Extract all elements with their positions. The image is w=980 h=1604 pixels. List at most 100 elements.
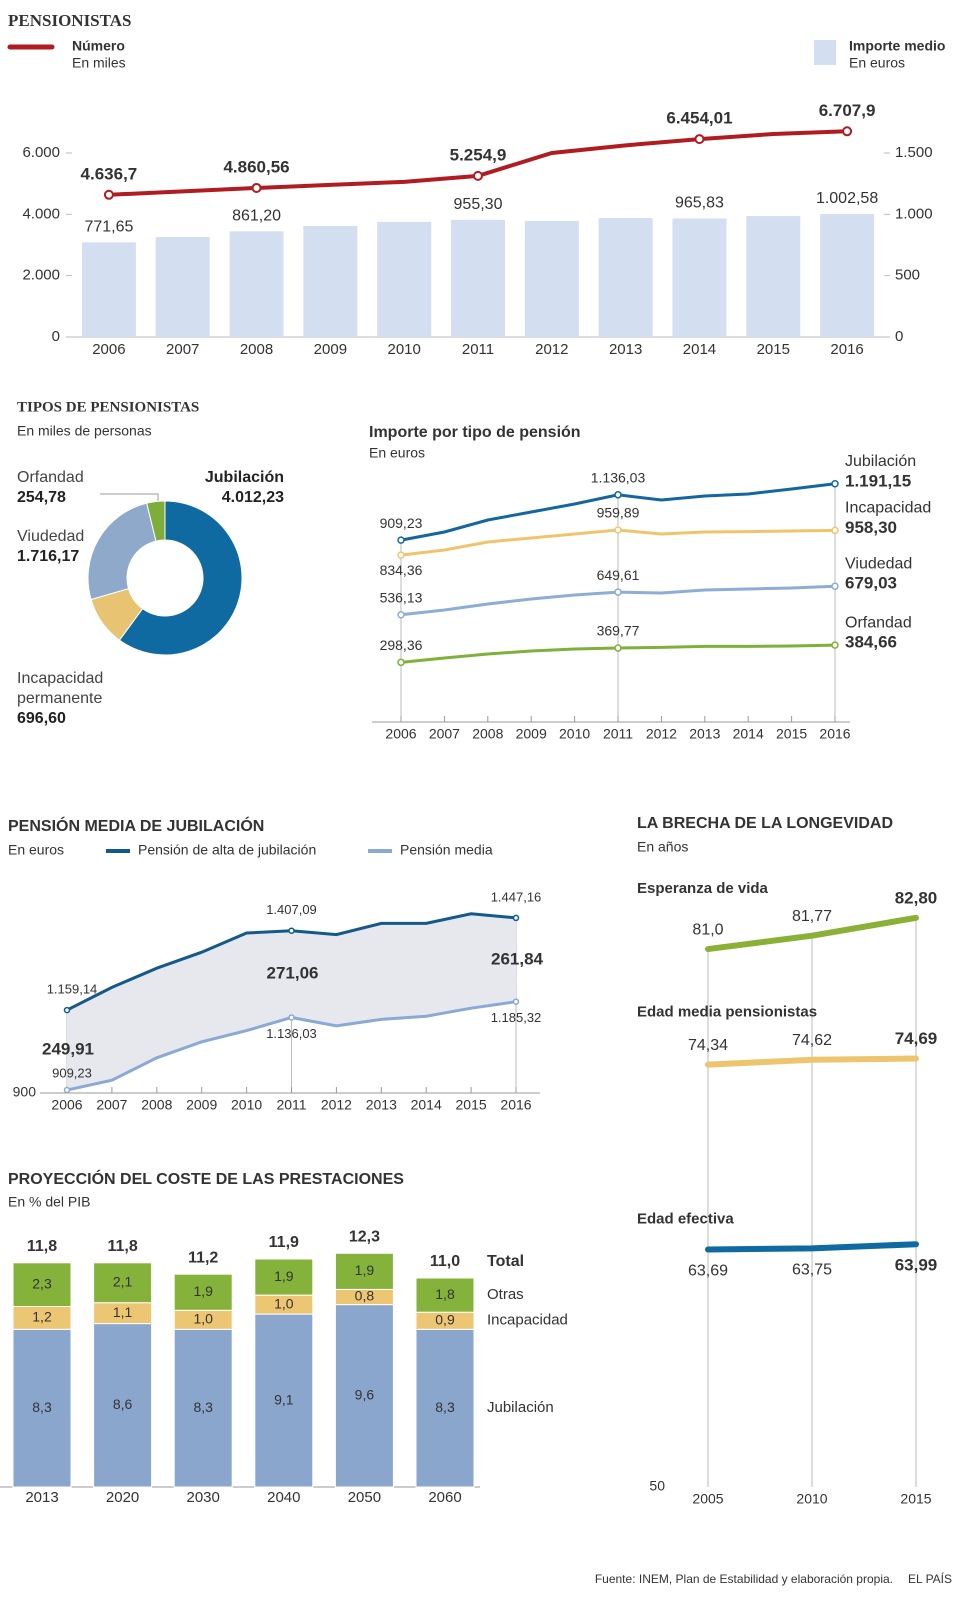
marker (397, 536, 405, 544)
segment-label: 8,3 (435, 1399, 455, 1415)
bar-value-label: 965,83 (675, 195, 724, 212)
donut-label: Jubilación 4.012,23 (124, 468, 284, 508)
x-tick-label: 2013 (25, 1489, 58, 1506)
bar (524, 220, 579, 337)
segment-label: 2,3 (32, 1275, 52, 1291)
x-tick-label: 2012 (321, 1097, 352, 1113)
value-label: 63,75 (792, 1262, 832, 1279)
y2-tick-label: 0 (895, 328, 903, 345)
bar (303, 225, 358, 337)
value-label: 74,62 (792, 1032, 832, 1049)
value-label: 63,69 (688, 1263, 728, 1280)
x-tick-label: 2010 (387, 341, 420, 358)
y-tick-label: 4.000 (22, 205, 60, 222)
bar-segment (415, 1328, 475, 1488)
total-label: 11,8 (107, 1238, 137, 1255)
bar-segment (12, 1262, 72, 1308)
segment-label: 1,9 (274, 1268, 294, 1284)
x-tick-label: 2015 (776, 726, 807, 742)
donut-slice (118, 500, 243, 656)
marker (614, 644, 622, 652)
series-label: Incapacidad (487, 1312, 568, 1329)
segment-label: 2,1 (113, 1273, 133, 1289)
line (705, 1055, 919, 1068)
x-tick-label: 2011 (462, 341, 494, 358)
donut-label: Incapacidad permanente 696,60 (17, 669, 127, 729)
series-label: Otras (487, 1286, 524, 1303)
marker (397, 611, 405, 619)
value-label: 1.185,32 (491, 1010, 542, 1025)
bar-segment (173, 1273, 233, 1311)
series-label: Edad efectiva (637, 1210, 734, 1227)
line-value-label: 6.454,01 (666, 109, 732, 128)
value-label: 1.136,03 (266, 1026, 317, 1041)
line-value-label: 4.636,7 (81, 164, 138, 183)
x-tick-label: 2010 (231, 1097, 262, 1113)
marker (288, 927, 295, 934)
value-label: 536,13 (380, 589, 423, 605)
chart-title: PENSIONISTAS (8, 11, 131, 30)
x-tick-label: 2007 (166, 341, 199, 358)
marker (63, 1006, 71, 1014)
total-label: 11,0 (430, 1253, 460, 1270)
segment-label: 1,2 (32, 1309, 52, 1325)
segment-label: 1,1 (113, 1304, 133, 1320)
marker (512, 914, 520, 922)
bar (451, 219, 505, 337)
y-tick-label: 0 (52, 328, 60, 345)
line-value-label: 6.707,9 (819, 101, 876, 120)
bar-value-label: 955,30 (454, 196, 503, 213)
bar-segment (415, 1277, 475, 1313)
value-label: 81,0 (692, 921, 723, 938)
x-tick-label: 2016 (819, 726, 850, 742)
bar (598, 218, 653, 337)
x-tick-label: 2030 (187, 1489, 220, 1506)
segment-label: 0,9 (435, 1311, 455, 1327)
gap-label: 249,91 (42, 1040, 94, 1059)
marker (831, 526, 839, 535)
end-value-label: 1.191,15 (845, 471, 911, 490)
marker (251, 182, 262, 193)
category-label: Orfandad (17, 469, 84, 486)
end-value-label: 958,30 (845, 518, 897, 537)
leader-line (100, 493, 159, 503)
value-label: 1.447,16 (491, 889, 542, 904)
marker (63, 1086, 71, 1094)
series-label: Jubilación (845, 453, 916, 470)
gap-label: 271,06 (267, 964, 319, 983)
segment-label: 1,9 (355, 1262, 375, 1278)
x-tick-label: 2013 (689, 726, 720, 742)
segment-label: 1,0 (274, 1295, 294, 1311)
value-label: 74,34 (688, 1037, 728, 1054)
donut-slice (87, 502, 157, 601)
chart-subtitle: En miles de personas (17, 423, 152, 439)
series-label: Incapacidad (845, 500, 931, 517)
legend-label: Pensión de alta de jubilación (138, 842, 316, 858)
x-tick-label: 2014 (683, 341, 716, 358)
value-label: 81,77 (792, 908, 832, 925)
segment-label: 0,8 (355, 1288, 375, 1304)
bar (229, 231, 284, 337)
value-label: 254,78 (17, 489, 66, 506)
y2-tick-label: 1.000 (895, 205, 933, 222)
marker (288, 1014, 295, 1021)
value-label: 1.136,03 (591, 469, 646, 485)
segment-label: 1,8 (435, 1286, 455, 1302)
segment-label: 8,3 (193, 1399, 213, 1415)
value-label: 696,60 (17, 710, 66, 727)
marker (831, 641, 839, 649)
x-tick-label: 2015 (757, 341, 790, 358)
chart-subtitle: En euros (8, 842, 64, 858)
category-label: Incapacidad permanente (17, 670, 104, 707)
x-tick-label: 2006 (385, 726, 416, 742)
segment-label: 9,6 (355, 1387, 375, 1403)
category-label: Jubilación (204, 469, 284, 486)
value-label: 1.716,17 (17, 548, 80, 565)
line (705, 914, 919, 953)
bar (746, 216, 801, 337)
x-tick-label: 2040 (267, 1489, 300, 1506)
bar-segment (254, 1313, 314, 1488)
bar (377, 221, 432, 337)
marker (831, 582, 839, 590)
line (705, 1241, 919, 1253)
